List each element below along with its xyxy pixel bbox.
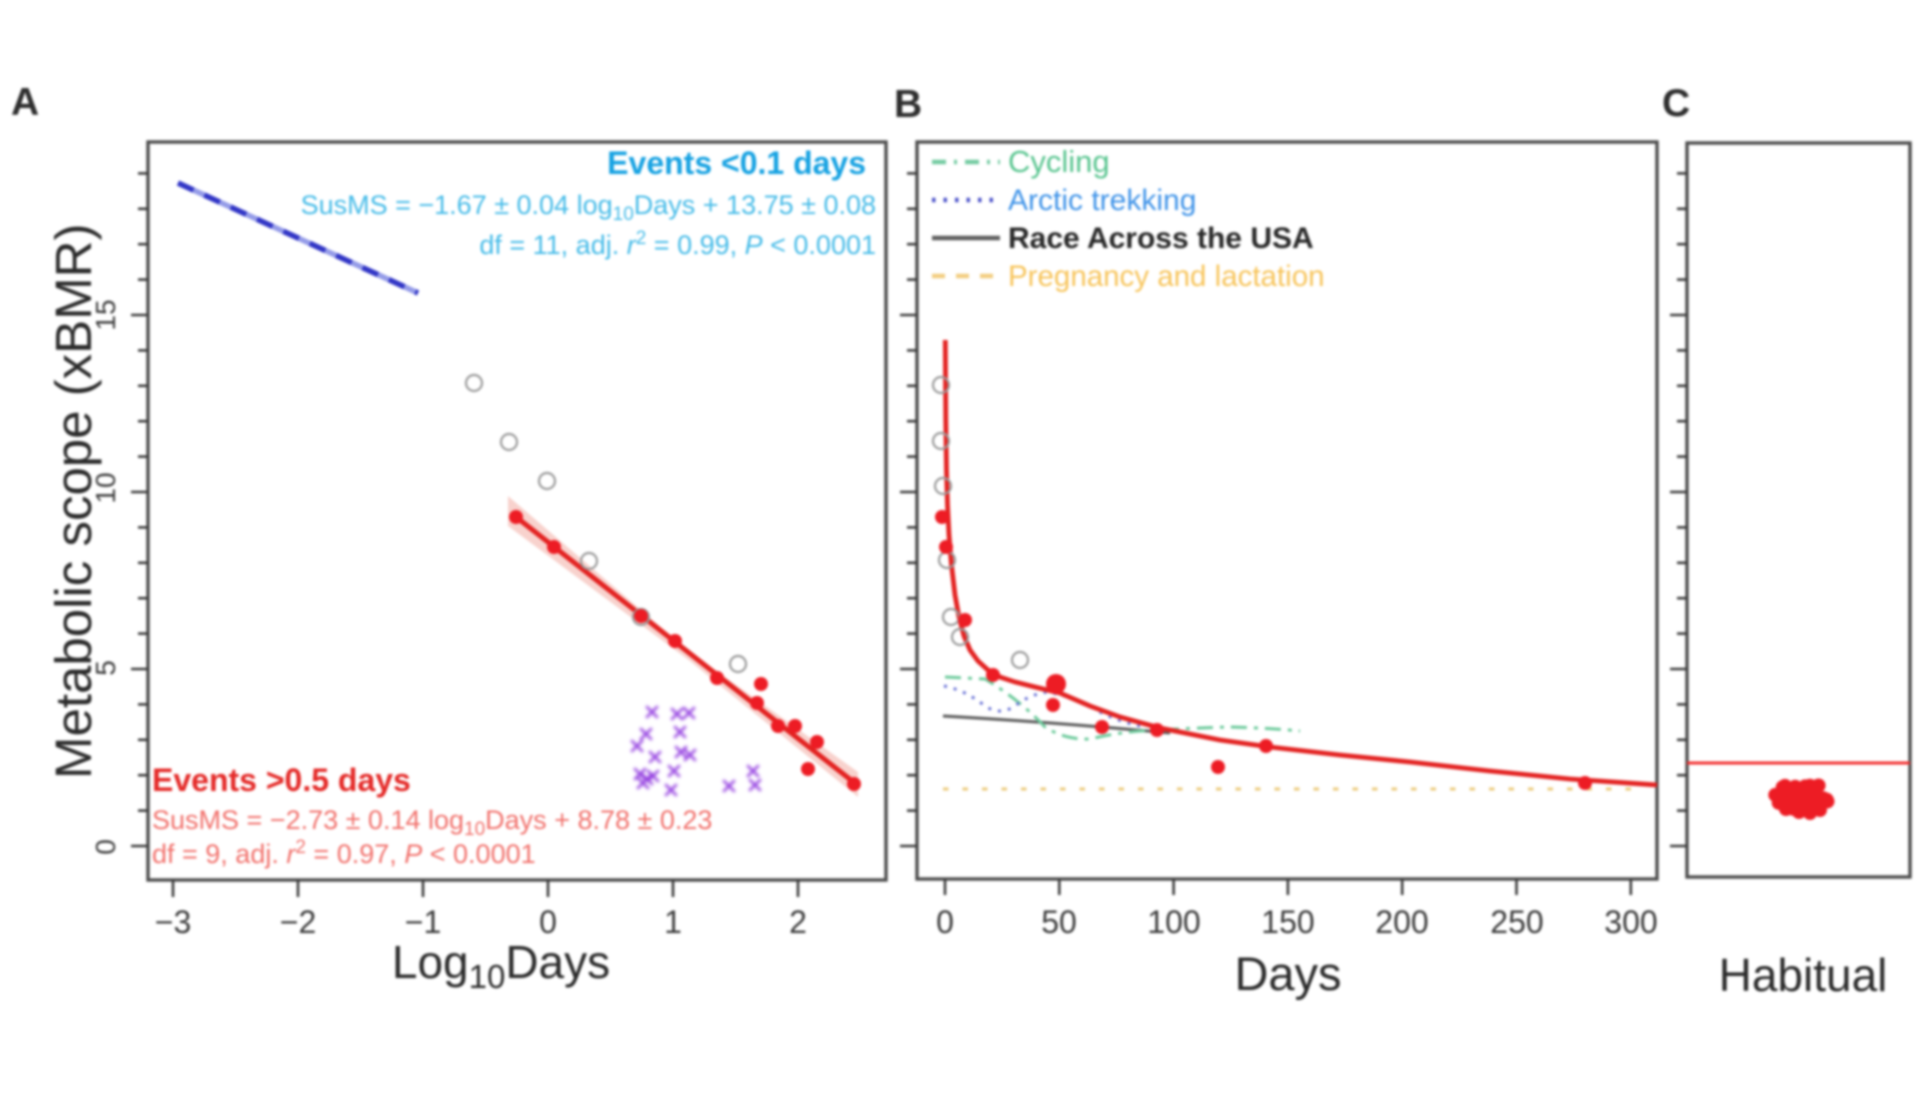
svg-text:Arctic trekking: Arctic trekking [1008, 184, 1196, 217]
svg-text:0: 0 [936, 904, 954, 940]
svg-text:Events <0.1 days: Events <0.1 days [607, 145, 866, 181]
svg-text:−1: −1 [405, 904, 441, 940]
svg-text:Events >0.5 days: Events >0.5 days [152, 762, 411, 798]
svg-text:df = 11, adj. r2 = 0.99, P < 0: df = 11, adj. r2 = 0.99, P < 0.0001 [479, 228, 876, 260]
svg-text:1: 1 [664, 904, 682, 940]
svg-text:Cycling: Cycling [1008, 144, 1110, 179]
svg-text:SusMS = −1.67 ± 0.04 log10Days: SusMS = −1.67 ± 0.04 log10Days + 13.75 ±… [301, 190, 876, 225]
svg-text:A: A [11, 81, 39, 124]
svg-text:10: 10 [90, 472, 121, 503]
svg-text:df = 9, adj. r2 = 0.97, P < 0.: df = 9, adj. r2 = 0.97, P < 0.0001 [152, 837, 536, 869]
svg-text:300: 300 [1604, 904, 1657, 940]
svg-text:200: 200 [1375, 904, 1428, 940]
svg-text:15: 15 [90, 299, 121, 330]
svg-text:0: 0 [539, 904, 557, 940]
svg-text:SusMS = −2.73 ± 0.14 log10Days: SusMS = −2.73 ± 0.14 log10Days + 8.78 ± … [152, 805, 712, 840]
svg-text:−2: −2 [280, 904, 316, 940]
svg-text:2: 2 [789, 904, 807, 940]
svg-text:100: 100 [1147, 904, 1200, 940]
svg-text:Race Across the USA: Race Across the USA [1008, 222, 1314, 255]
svg-text:Metabolic scope (xBMR): Metabolic scope (xBMR) [45, 224, 102, 780]
svg-text:5: 5 [90, 660, 121, 676]
svg-text:−3: −3 [155, 904, 191, 940]
svg-text:C: C [1662, 82, 1690, 125]
svg-text:Pregnancy and lactation: Pregnancy and lactation [1008, 260, 1325, 293]
svg-text:150: 150 [1261, 904, 1314, 940]
svg-text:B: B [894, 83, 922, 126]
svg-text:Days: Days [1234, 947, 1341, 1000]
svg-text:0: 0 [90, 839, 121, 855]
svg-text:50: 50 [1041, 904, 1077, 940]
svg-text:250: 250 [1490, 904, 1543, 940]
svg-text:Habitual: Habitual [1719, 949, 1888, 1001]
